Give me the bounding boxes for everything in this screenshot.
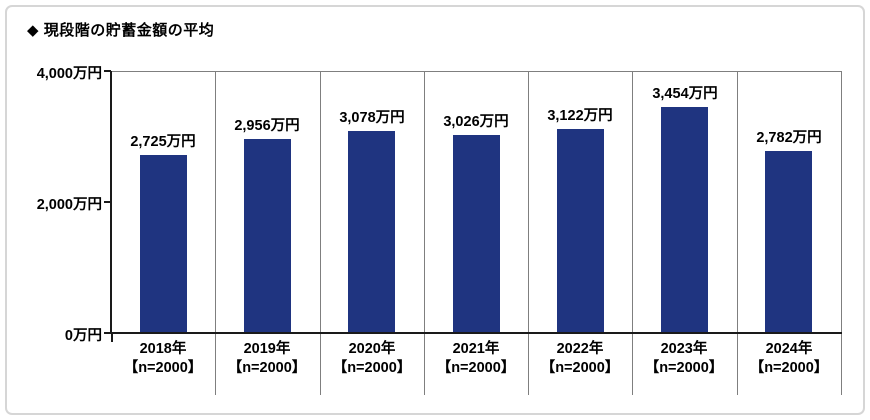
chart-title: ◆ 現段階の貯蓄金額の平均	[27, 22, 215, 39]
bar	[140, 155, 187, 333]
x-axis-category-label: 2021年【n=2000】	[424, 340, 528, 378]
category-separator	[737, 71, 738, 395]
x-label-year: 2019年	[243, 341, 291, 357]
x-label-sample-size: 【n=2000】	[540, 360, 620, 376]
x-label-sample-size: 【n=2000】	[644, 360, 724, 376]
bar-value-label: 2,956万円	[234, 118, 300, 134]
category-separator	[424, 71, 425, 395]
bar	[348, 131, 395, 333]
bar-value-label: 2,725万円	[130, 134, 196, 150]
plot-area	[111, 71, 842, 334]
bar-value-label: 3,026万円	[443, 114, 509, 130]
bar-value-label: 3,078万円	[339, 110, 405, 126]
y-axis-tick	[104, 70, 111, 72]
x-label-sample-size: 【n=2000】	[227, 360, 307, 376]
bar	[765, 151, 812, 333]
x-label-year: 2024年	[765, 341, 813, 357]
category-separator	[632, 71, 633, 395]
bar	[244, 139, 291, 333]
bar	[661, 107, 708, 333]
x-axis-origin-tick	[111, 333, 113, 342]
x-label-year: 2021年	[452, 341, 500, 357]
x-label-sample-size: 【n=2000】	[436, 360, 516, 376]
bar-value-label: 2,782万円	[756, 130, 822, 146]
x-axis-category-label: 2019年【n=2000】	[215, 340, 319, 378]
y-axis-tick-label: 4,000万円	[36, 66, 102, 82]
bar	[557, 129, 604, 333]
x-label-sample-size: 【n=2000】	[332, 360, 412, 376]
x-axis-category-label: 2024年【n=2000】	[737, 340, 841, 378]
x-label-year: 2020年	[348, 341, 396, 357]
x-label-sample-size: 【n=2000】	[749, 360, 829, 376]
x-label-year: 2023年	[660, 341, 708, 357]
y-axis-line	[110, 71, 112, 333]
category-separator	[841, 333, 842, 395]
category-separator	[528, 71, 529, 395]
y-axis-tick-label: 0万円	[64, 328, 102, 344]
category-separator	[215, 71, 216, 395]
x-label-sample-size: 【n=2000】	[123, 360, 203, 376]
x-axis-category-label: 2018年【n=2000】	[111, 340, 215, 378]
y-axis-tick	[104, 332, 111, 334]
bar-value-label: 3,122万円	[547, 108, 613, 124]
x-axis-category-label: 2022年【n=2000】	[528, 340, 632, 378]
x-label-year: 2022年	[556, 341, 604, 357]
x-label-year: 2018年	[139, 341, 187, 357]
category-separator	[320, 71, 321, 395]
bar-value-label: 3,454万円	[652, 86, 718, 102]
y-axis-tick-label: 2,000万円	[36, 197, 102, 213]
bar	[453, 135, 500, 333]
x-axis-category-label: 2023年【n=2000】	[632, 340, 736, 378]
y-axis-tick	[104, 201, 111, 203]
x-axis-line	[110, 332, 842, 334]
x-axis-category-label: 2020年【n=2000】	[320, 340, 424, 378]
